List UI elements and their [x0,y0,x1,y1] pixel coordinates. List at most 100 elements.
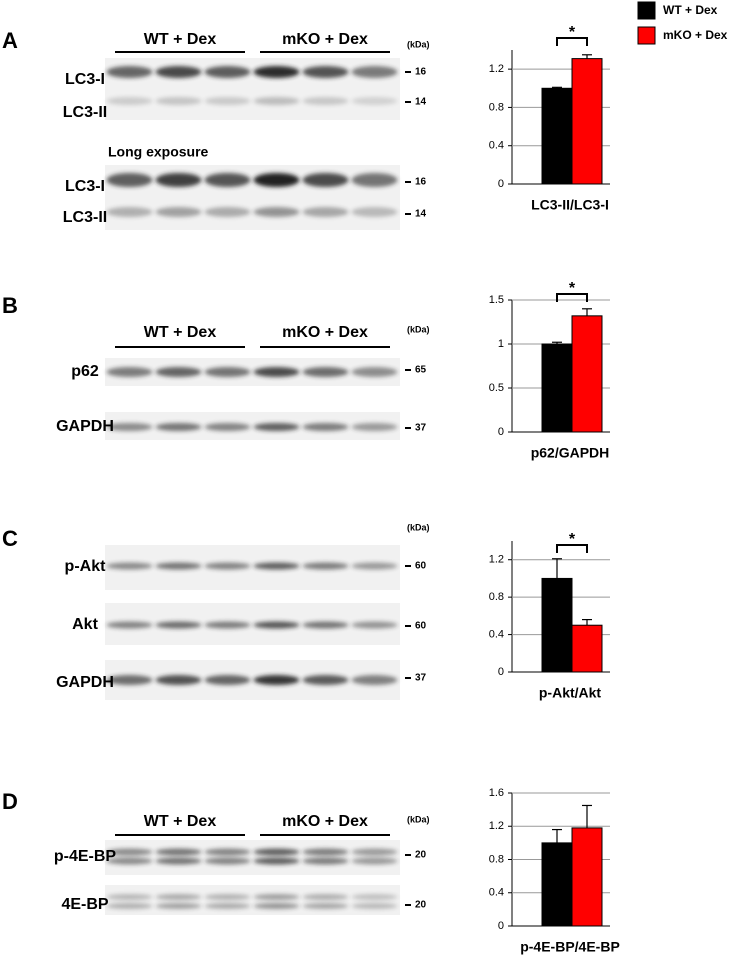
blot-image [105,58,400,120]
significance-star: * [569,280,576,297]
blot-image [105,885,400,915]
blot-band [302,894,349,900]
blot-band [204,562,251,570]
y-tick-label: 1 [498,338,504,350]
y-tick-label: 0 [498,666,504,678]
blot-band [204,675,251,685]
kda-label: (kDa) [407,522,430,532]
blot-band [204,173,251,187]
blot-band [253,848,300,856]
blot-band [253,903,300,909]
bar [571,624,603,673]
blot-band [253,423,300,431]
blot-band [351,173,398,187]
blot-label: GAPDH [56,418,114,435]
blot-image [105,358,400,386]
y-tick-label: 0.8 [489,101,504,113]
group-label: WT + Dex [144,324,217,341]
marker-label: 37 [415,423,427,434]
blot-label: p-4E-BP [54,848,117,865]
blot-band [253,894,300,900]
blot-band [155,675,202,685]
blot-band [302,423,349,431]
bar [541,577,573,673]
bar [541,87,573,185]
group-label: mKO + Dex [282,813,368,830]
blot-band [155,857,202,865]
blot-image [105,545,400,590]
bar [541,842,573,927]
blot-band [351,675,398,685]
blot-band [106,423,153,431]
blot-band [106,207,153,217]
blot-band [253,207,300,217]
blot-band [302,675,349,685]
blot-band [351,97,398,105]
bar [571,315,603,433]
significance-bracket [556,544,588,553]
y-tick-label: 1.2 [489,554,504,566]
blot-label: Akt [72,616,98,633]
y-tick-label: 0.4 [489,628,504,640]
blot-band [155,97,202,105]
significance-bracket [556,37,588,46]
blot-band [253,621,300,629]
blot-band [204,66,251,78]
blot-band [351,207,398,217]
blot-band [351,562,398,570]
exposure-note: Long exposure [108,144,209,160]
marker-label: 65 [415,365,427,376]
blot-band [106,562,153,570]
blot-band [106,367,153,377]
significance-star: * [569,531,576,548]
blot-band [106,621,153,629]
blot-band [106,857,153,865]
blot-band [302,562,349,570]
marker-label: 14 [415,209,427,220]
blot-band [106,903,153,909]
blot-band [351,367,398,377]
x-axis-label: p62/GAPDH [531,445,610,461]
blot-band [302,207,349,217]
bar [571,58,603,185]
blot-band [106,173,153,187]
blot-band [204,903,251,909]
blot-image [105,660,400,700]
blot-band [155,207,202,217]
legend-label: mKO + Dex [663,28,728,42]
blot-image [105,412,400,440]
blot-band [302,173,349,187]
marker-label: 16 [415,67,427,78]
blot-image [105,165,400,230]
blot-band [155,621,202,629]
blot-band [106,894,153,900]
blot-label: p-Akt [65,558,107,575]
blot-band [155,848,202,856]
blot-band [253,66,300,78]
kda-label: (kDa) [407,814,430,824]
blot-band [155,894,202,900]
panel-letter: C [2,526,18,551]
y-tick-label: 0.4 [489,140,504,152]
blot-label: p62 [71,363,99,380]
marker-label: 20 [415,900,427,911]
blot-band [204,423,251,431]
blot-band [155,903,202,909]
x-axis-label: p-Akt/Akt [539,685,602,701]
blot-band [204,848,251,856]
blot-band [253,97,300,105]
marker-label: 37 [415,673,427,684]
blot-band [204,207,251,217]
blot-band [155,423,202,431]
blot-band [155,562,202,570]
kda-label: (kDa) [407,324,430,334]
blot-band [351,903,398,909]
group-label: mKO + Dex [282,31,368,48]
blot-image [105,840,400,875]
legend-label: WT + Dex [663,3,718,17]
group-label: mKO + Dex [282,324,368,341]
blot-label: LC3-I [65,178,105,195]
blot-band [204,97,251,105]
blot-band [106,97,153,105]
